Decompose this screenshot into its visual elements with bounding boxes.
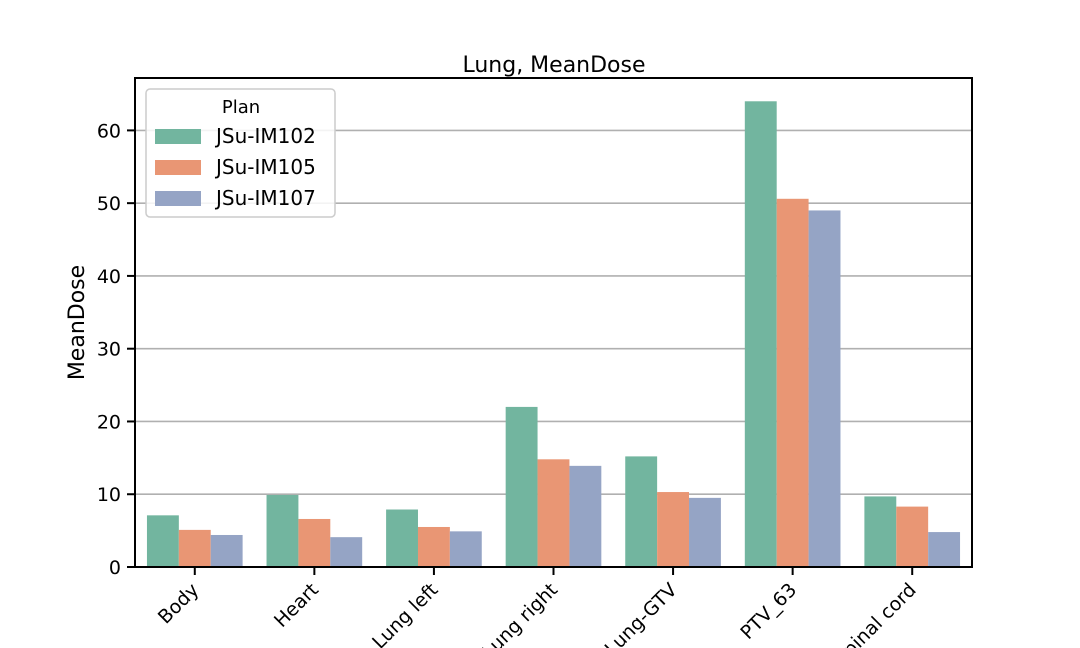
legend: Plan JSu-IM102 JSu-IM105 JSu-IM107 bbox=[145, 88, 336, 218]
chart-title: Lung, MeanDose bbox=[462, 53, 645, 78]
x-tick-label: Heart bbox=[270, 579, 323, 632]
legend-swatch bbox=[155, 160, 201, 175]
x-tick-label: Lung right bbox=[478, 579, 562, 648]
y-axis: 0 10 20 30 40 50 60 bbox=[97, 120, 135, 579]
legend-label: JSu-IM102 bbox=[214, 124, 316, 148]
bars bbox=[146, 101, 961, 568]
x-tick-label: Body bbox=[154, 579, 203, 628]
y-tick-label: 40 bbox=[97, 266, 121, 288]
bar bbox=[896, 506, 929, 567]
legend-swatch bbox=[155, 129, 201, 144]
bar bbox=[266, 494, 299, 567]
bar bbox=[689, 497, 721, 567]
bar bbox=[928, 532, 961, 567]
y-tick-label: 30 bbox=[97, 339, 121, 361]
bar bbox=[569, 465, 602, 567]
bar bbox=[537, 459, 570, 567]
bar bbox=[146, 515, 179, 567]
y-axis-label: MeanDose bbox=[65, 265, 90, 380]
x-tick-label: Lung left bbox=[368, 579, 442, 648]
bar bbox=[864, 496, 897, 567]
bar bbox=[625, 456, 658, 567]
x-tick-label: PTV_63 bbox=[736, 579, 801, 644]
bar bbox=[330, 537, 363, 567]
legend-title: Plan bbox=[222, 97, 260, 118]
y-tick-label: 10 bbox=[97, 484, 121, 506]
bar bbox=[449, 531, 482, 567]
y-tick-label: 20 bbox=[97, 411, 121, 433]
plot-frame bbox=[134, 77, 973, 568]
bar bbox=[744, 101, 777, 568]
legend-label: JSu-IM105 bbox=[214, 155, 316, 179]
x-tick-label: Lung-GTV bbox=[601, 579, 682, 648]
bar bbox=[210, 534, 243, 567]
bar bbox=[417, 526, 450, 567]
x-axis: Body Heart Lung left Lung right Lung-GTV PTV_… bbox=[154, 567, 921, 648]
bar bbox=[386, 509, 418, 567]
legend-box bbox=[145, 88, 336, 218]
bar bbox=[178, 529, 211, 567]
x-tick-label: Spinal cord bbox=[830, 579, 921, 648]
legend-swatch bbox=[155, 191, 201, 206]
bar bbox=[298, 518, 331, 567]
y-tick-label: 60 bbox=[97, 120, 121, 142]
bar bbox=[776, 198, 809, 567]
y-tick-label: 0 bbox=[109, 557, 121, 579]
y-tick-label: 50 bbox=[97, 193, 121, 215]
bar bbox=[657, 492, 690, 567]
legend-label: JSu-IM107 bbox=[214, 186, 316, 210]
bar bbox=[505, 406, 538, 567]
bar bbox=[808, 210, 841, 567]
